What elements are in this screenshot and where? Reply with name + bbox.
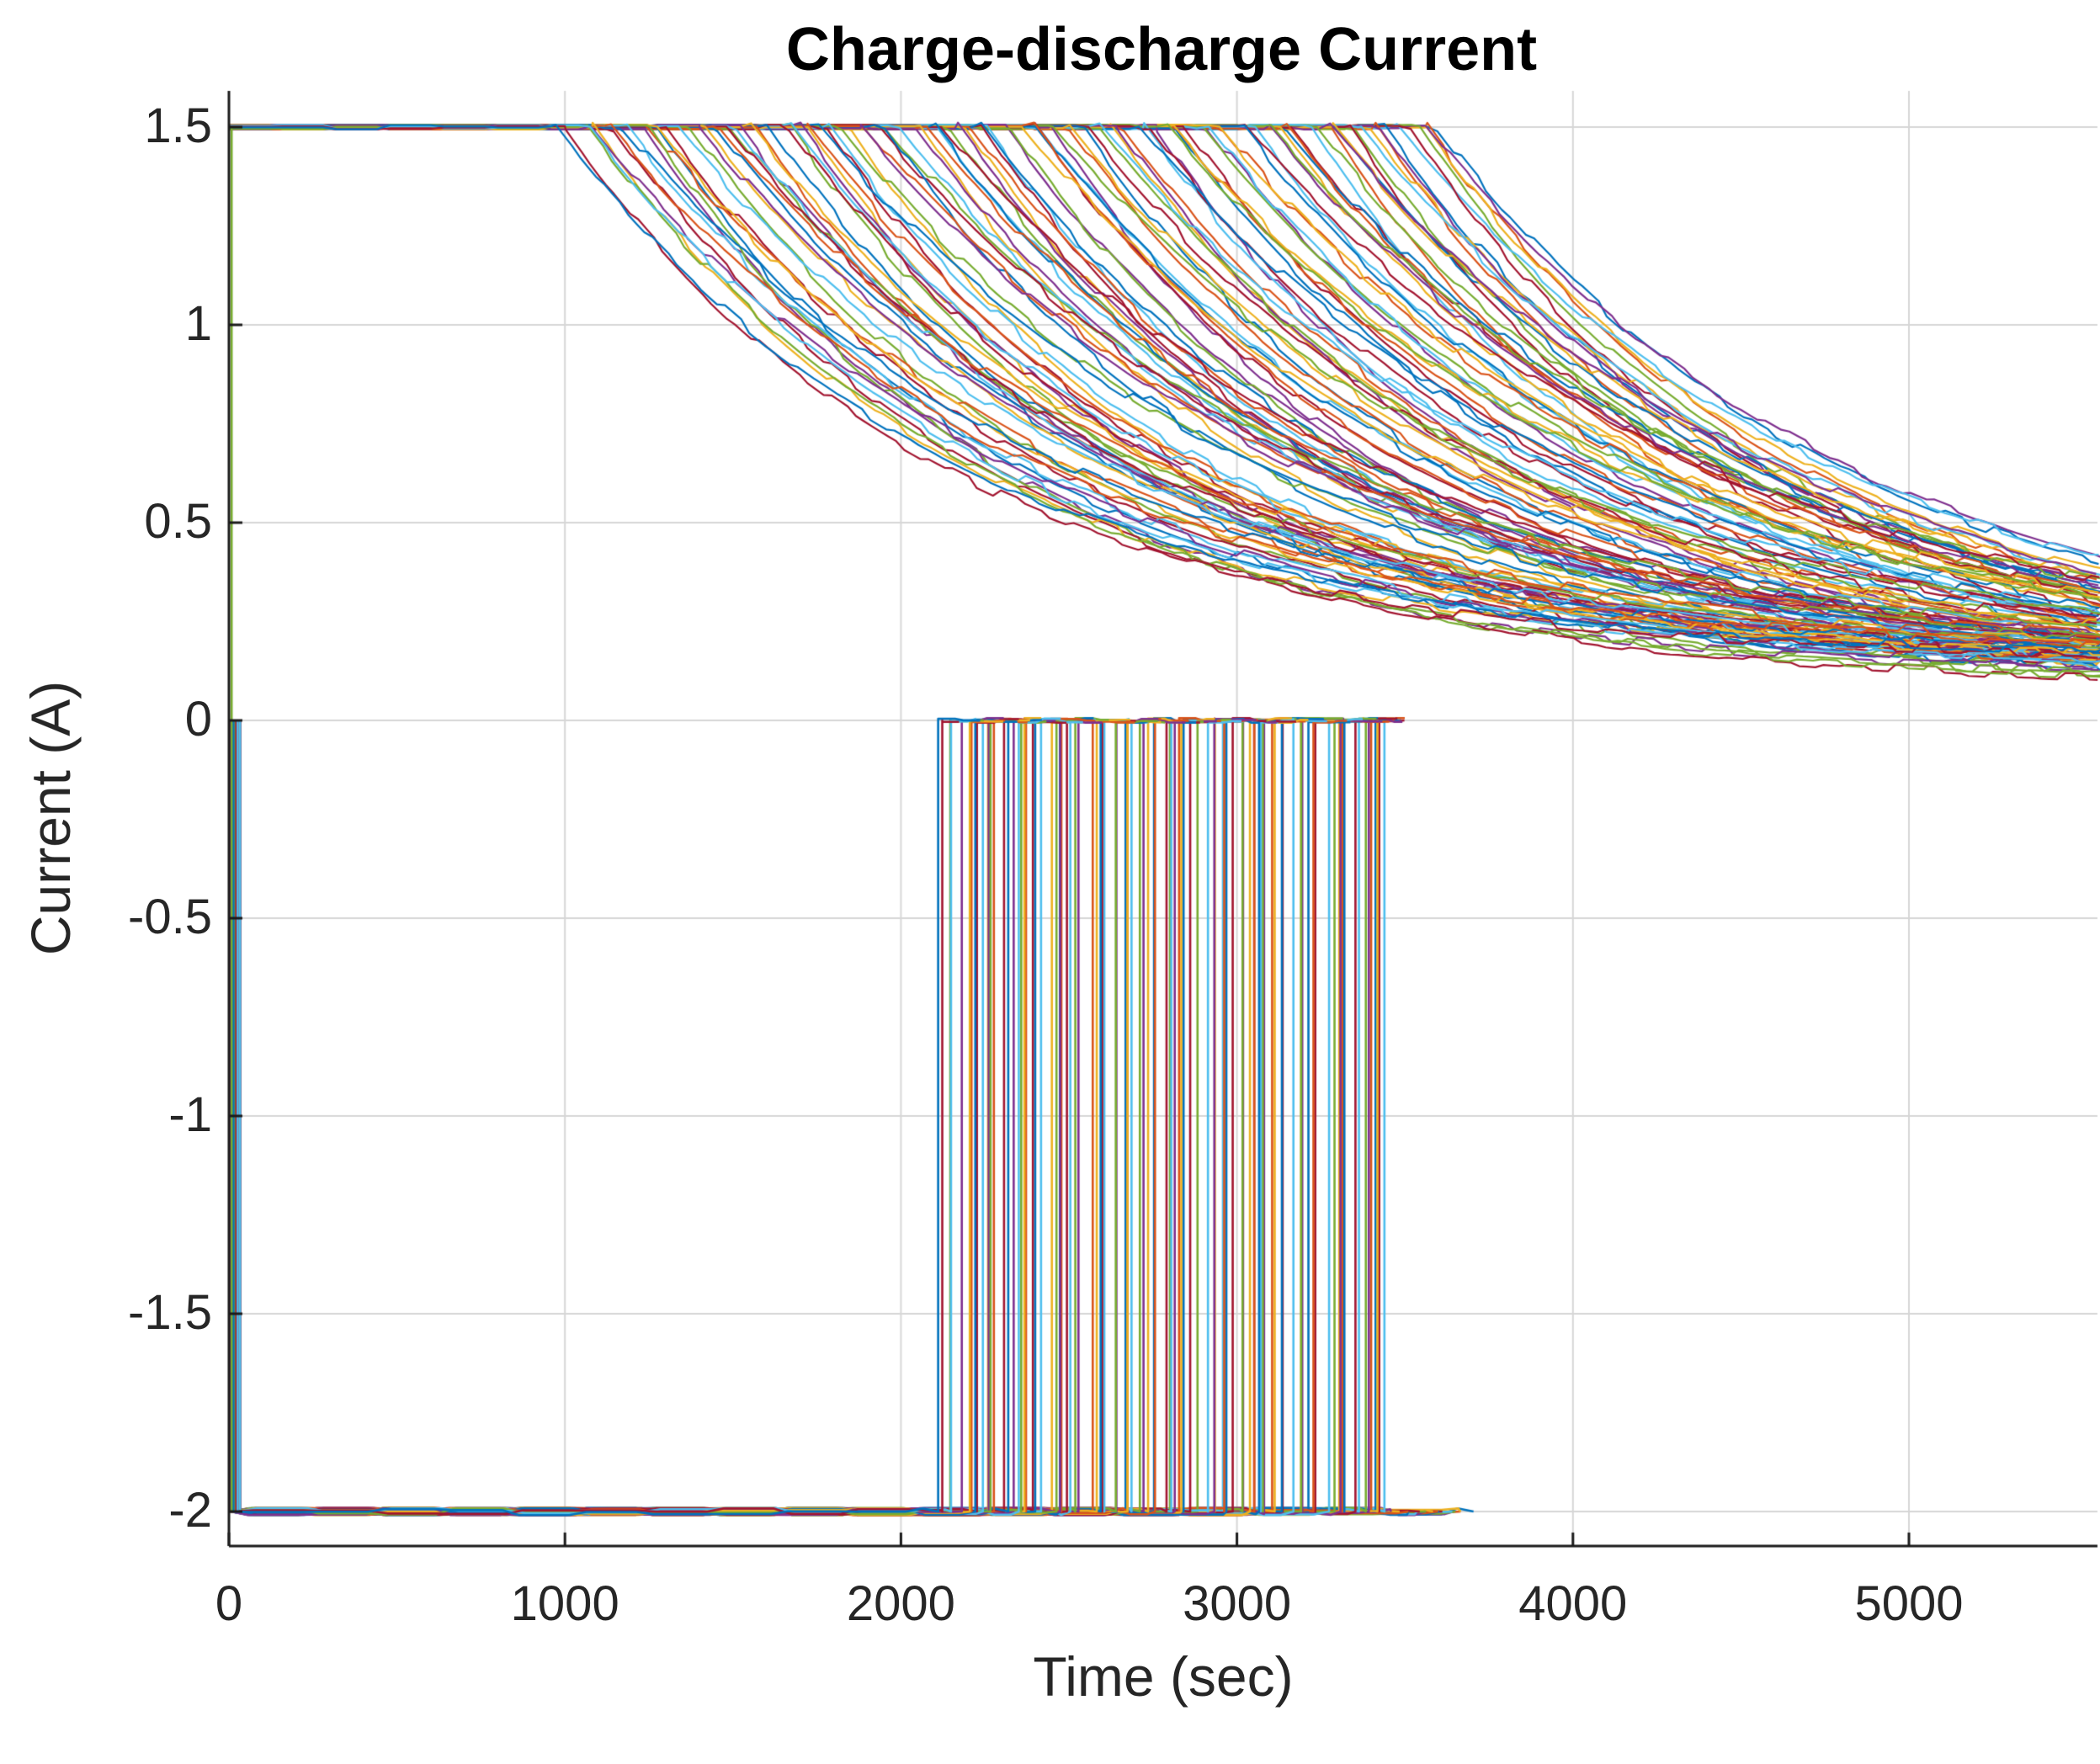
y-tick-label: 0.5	[144, 494, 212, 550]
y-tick-label: -1.5	[128, 1285, 212, 1341]
y-tick-label: -2	[168, 1483, 212, 1538]
x-tick-label: 4000	[1518, 1576, 1628, 1631]
x-tick-label: 5000	[1854, 1576, 1964, 1631]
y-tick-label: 1	[184, 296, 212, 352]
x-tick-label: 2000	[846, 1576, 955, 1631]
y-tick-label: -1	[168, 1087, 212, 1143]
y-tick-label: -0.5	[128, 890, 212, 945]
y-tick-label: 1.5	[144, 98, 212, 154]
y-tick-label: 0	[184, 692, 212, 747]
x-tick-label: 0	[215, 1576, 243, 1631]
x-tick-label: 3000	[1183, 1576, 1292, 1631]
x-axis-label: Time (sec)	[1033, 1645, 1294, 1708]
y-axis-label: Current (A)	[19, 680, 82, 956]
x-tick-label: 1000	[510, 1576, 619, 1631]
chart-title: Charge-discharge Current	[785, 16, 1538, 83]
